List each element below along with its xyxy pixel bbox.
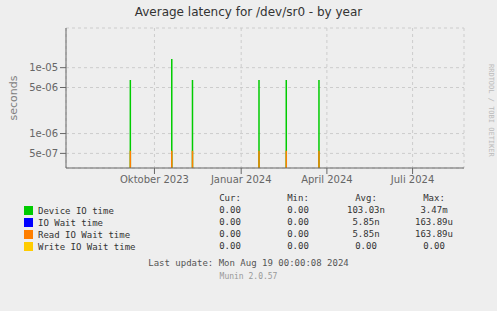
html-text:0.00: 0.00 (287, 217, 309, 227)
html-text:163.89u: 163.89u (415, 229, 453, 239)
html-text:Min:: Min: (287, 193, 309, 203)
html-text:IO Wait time: IO Wait time (38, 217, 103, 228)
html-text:Last update: Mon Aug 19 00:00:: Last update: Mon Aug 19 00:00:08 2024 (148, 258, 349, 268)
svg-text:1e-05: 1e-05 (29, 62, 58, 73)
html-text:Read IO Wait time: Read IO Wait time (38, 229, 131, 240)
html-text:Average latency for /dev/sr0 -: Average latency for /dev/sr0 - by year (134, 5, 363, 19)
svg-text:Juli 2024: Juli 2024 (390, 174, 434, 185)
html-text:0.00: 0.00 (287, 205, 309, 215)
html-text:0.00: 0.00 (219, 217, 241, 227)
svg-text:5e-07: 5e-07 (29, 148, 58, 159)
html-text:0.00: 0.00 (423, 241, 445, 251)
html-text:Avg:: Avg: (355, 193, 377, 203)
html-text:Max:: Max: (423, 193, 445, 203)
svg-text:1e-06: 1e-06 (29, 128, 58, 139)
html-text:RRDTOOL / TOBI OETIKER: RRDTOOL / TOBI OETIKER (487, 63, 495, 157)
svg-text:seconds: seconds (8, 75, 20, 120)
html-text:0.00: 0.00 (219, 205, 241, 215)
html-text:Cur:: Cur: (219, 193, 241, 203)
html-text:103.03n: 103.03n (347, 205, 385, 215)
html-text:0.00: 0.00 (355, 241, 377, 251)
html-text:Device IO time: Device IO time (38, 205, 114, 216)
html-text:Write IO Wait time: Write IO Wait time (38, 241, 136, 252)
html-text:Munin 2.0.57: Munin 2.0.57 (219, 272, 278, 281)
html-text:163.89u: 163.89u (415, 217, 453, 227)
html-text:5.85n: 5.85n (352, 229, 380, 239)
svg-text:Oktober 2023: Oktober 2023 (120, 174, 189, 185)
html-text:0.00: 0.00 (287, 241, 309, 251)
html-text:0.00: 0.00 (219, 229, 241, 239)
svg-text:Januar 2024: Januar 2024 (210, 174, 272, 185)
svg-text:April 2024: April 2024 (301, 174, 352, 185)
svg-text:5e-06: 5e-06 (29, 82, 58, 93)
html-text:0.00: 0.00 (287, 229, 309, 239)
html-text:0.00: 0.00 (219, 241, 241, 251)
html-text:3.47m: 3.47m (420, 205, 448, 215)
html-text:5.85n: 5.85n (352, 217, 380, 227)
